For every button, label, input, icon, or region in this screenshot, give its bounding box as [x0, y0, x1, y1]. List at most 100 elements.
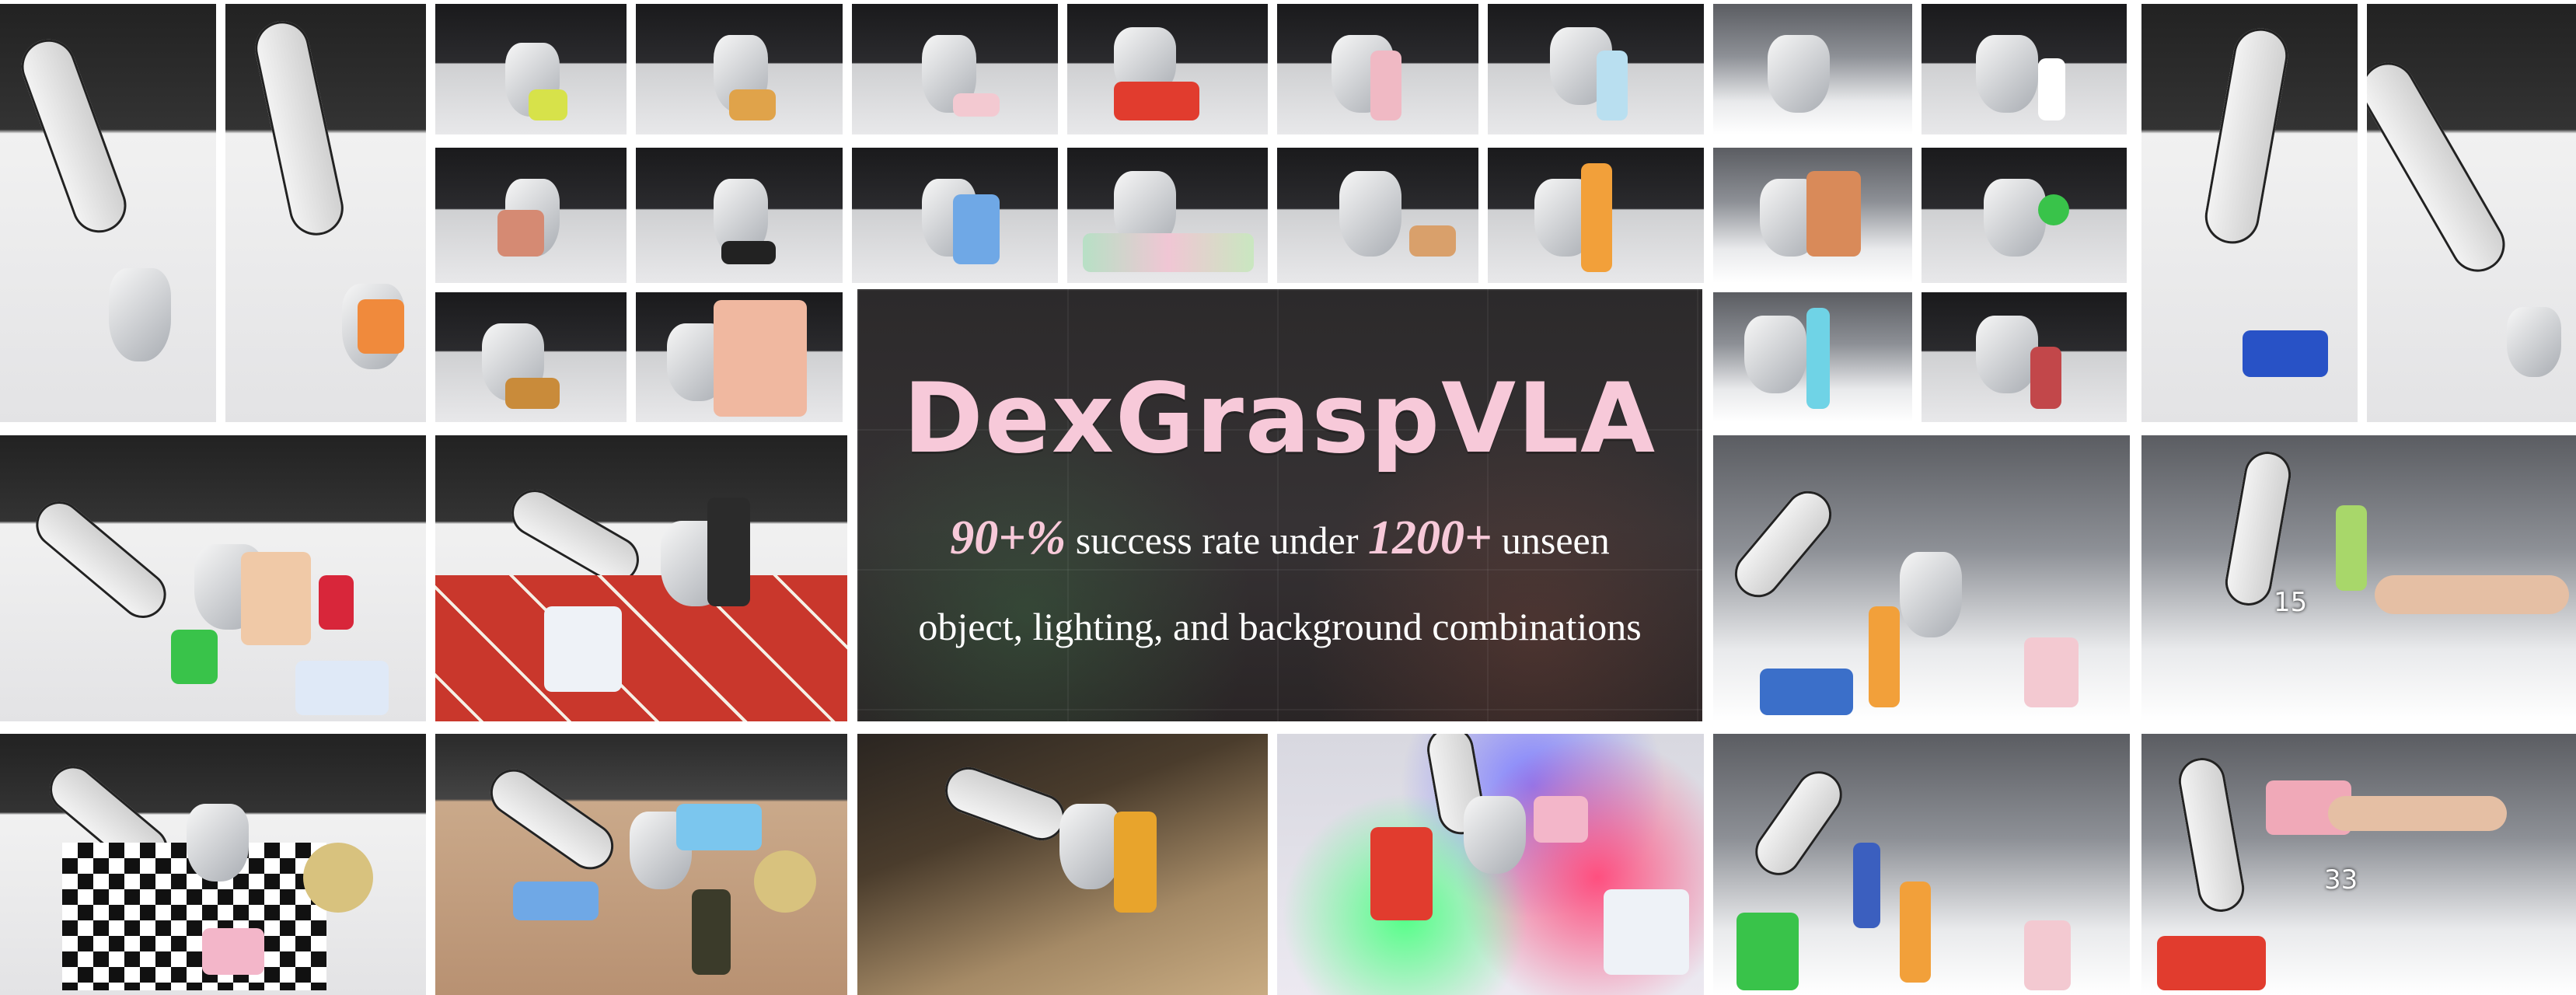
photo-tile: [1713, 435, 2130, 721]
banner-title: DexGraspVLA: [902, 363, 1657, 475]
object-item: [505, 378, 560, 409]
photo-tile: [1713, 4, 1912, 134]
object-marker: [1806, 308, 1830, 409]
photo-tile: [1713, 734, 2130, 995]
object-box: [1760, 669, 1853, 715]
photo-tile: [636, 4, 843, 134]
robot-hand: [1984, 179, 2046, 257]
object-argyle-cloth: [435, 575, 847, 721]
photo-tile: [435, 435, 847, 721]
photo-tile: [0, 435, 426, 721]
photo-tile: [0, 4, 216, 422]
photo-tile: [852, 148, 1058, 283]
object-box: [171, 630, 218, 684]
banner-stats-line: 90+% success rate under 1200+ unseen: [857, 511, 1702, 566]
robot-arm: [1725, 481, 1841, 607]
object-pouch: [714, 300, 807, 417]
success-rate-text: success rate under: [1066, 518, 1369, 562]
object-box: [953, 194, 1000, 264]
photo-tile: [225, 4, 426, 422]
robot-arm: [13, 31, 134, 241]
object-bottle: [692, 889, 731, 975]
object-item: [1409, 225, 1456, 257]
photo-tile: [1277, 148, 1478, 283]
robot-hand: [1900, 552, 1962, 637]
photo-tile: [1713, 292, 1912, 422]
robot-hand: [2507, 307, 2561, 377]
robot-arm: [938, 760, 1072, 847]
object-juice-bottle: [1869, 606, 1900, 707]
object-bottle: [2336, 505, 2367, 591]
photo-tile: [636, 148, 843, 283]
object-box: [1534, 796, 1588, 843]
object-ball: [2038, 194, 2069, 225]
robot-hand: [1339, 171, 1401, 257]
object-can: [319, 575, 354, 630]
robot-arm: [26, 491, 176, 628]
robot-hand: [1976, 35, 2038, 113]
object-item: [721, 241, 776, 264]
object-tissue: [676, 804, 762, 850]
photo-tile: [1922, 148, 2127, 283]
success-rate-value: 90+%: [950, 511, 1066, 564]
object-bottle: [2038, 58, 2065, 120]
object-box: [1737, 913, 1799, 990]
object-bottle: [2030, 347, 2061, 409]
robot-arm: [481, 759, 623, 879]
object-item: [729, 89, 776, 120]
photo-tile: [435, 148, 627, 283]
object-juice-bottle: [1581, 163, 1612, 272]
photo-tile: [1713, 148, 1912, 283]
photo-tile: [852, 4, 1058, 134]
robot-arm: [2175, 754, 2248, 916]
object-bottle: [1370, 51, 1401, 120]
photo-tile: [1488, 4, 1704, 134]
photo-tile: [1277, 734, 1704, 995]
title-banner: DexGraspVLA 90+% success rate under 1200…: [857, 289, 1702, 721]
object-juice-bottle: [1900, 882, 1931, 983]
object-pouch: [1806, 171, 1861, 257]
object-item: [953, 93, 1000, 117]
object-juice-bottle: [1114, 812, 1157, 913]
robot-arm: [2367, 52, 2515, 282]
photo-tile: [435, 292, 627, 422]
object-box: [202, 928, 264, 975]
object-bottle: [1597, 51, 1628, 120]
photo-tile: [1277, 4, 1478, 134]
photo-tile: 33: [2141, 734, 2576, 995]
photo-tile: [1067, 4, 1268, 134]
object-calculator-box: [544, 606, 622, 692]
robot-hand: [1059, 804, 1122, 889]
object-toy: [497, 210, 544, 257]
robot-arm: [2201, 24, 2292, 248]
photo-tile: [0, 734, 426, 995]
photo-tile: [1488, 148, 1704, 283]
robot-arm: [250, 16, 349, 241]
combination-count-value: 1200+: [1368, 511, 1492, 564]
object-basket: [2243, 330, 2328, 377]
photo-tile: [1922, 292, 2127, 422]
photo-tile: [636, 292, 843, 422]
object-box: [2024, 920, 2071, 990]
robot-hand: [1768, 35, 1830, 113]
object-toy: [358, 299, 404, 354]
robot-hand: [187, 804, 249, 882]
object-snack-bag: [1114, 82, 1199, 120]
object-bottle: [1853, 843, 1880, 928]
photo-tile: [857, 734, 1268, 995]
photo-tile: [1922, 4, 2127, 134]
object-snack-pack: [1370, 827, 1433, 920]
robot-hand: [1976, 316, 2038, 393]
object-vase: [241, 552, 311, 645]
photo-tile: [435, 734, 847, 995]
object-cards: [1083, 233, 1254, 272]
object-item: [529, 89, 567, 120]
robot-hand: [109, 268, 171, 361]
robot-hand: [1464, 796, 1526, 874]
robot-hand: [1744, 316, 1806, 393]
counter-readout: 15: [2274, 587, 2308, 618]
banner-description-line: object, lighting, and background combina…: [918, 605, 1642, 648]
object-box: [2024, 637, 2079, 707]
robot-arm: [1746, 762, 1852, 885]
object-tin: [754, 850, 816, 913]
